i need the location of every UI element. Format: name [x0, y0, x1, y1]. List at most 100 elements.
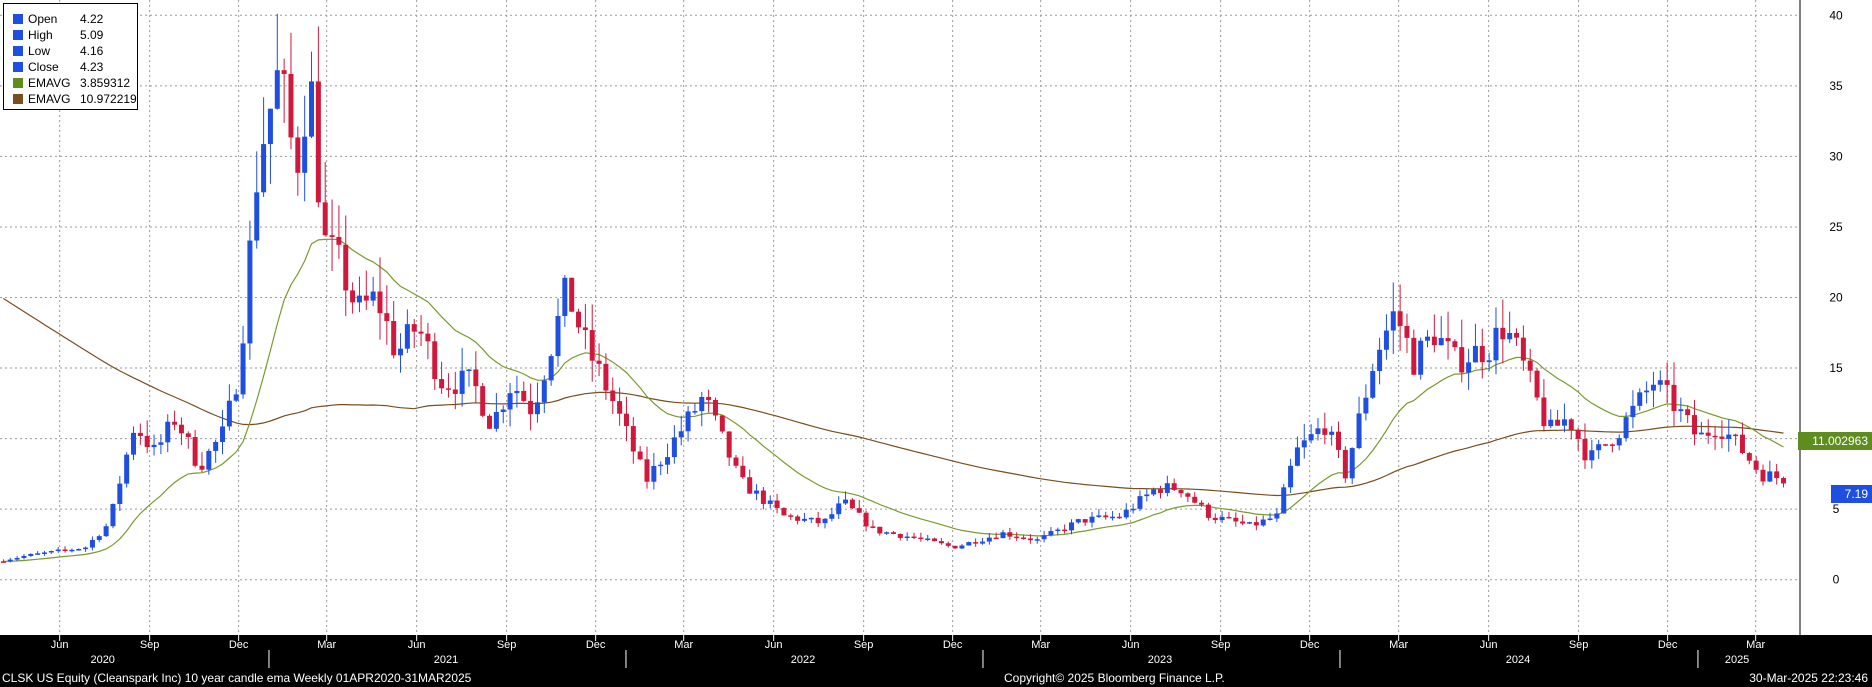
candle-down [1781, 478, 1787, 484]
legend-value: 4.23 [80, 60, 104, 74]
y-tick-label: 15 [1829, 361, 1843, 375]
candle-down [1568, 419, 1574, 430]
candle-up [356, 295, 362, 303]
candle-up [1219, 516, 1225, 521]
y-tick-label: 5 [1833, 502, 1840, 516]
candle-up [884, 532, 890, 534]
candle-down [932, 538, 938, 542]
candle-down [945, 543, 951, 546]
x-month-label: Sep [140, 639, 160, 651]
candle-down [322, 202, 328, 236]
legend-value: 3.859312 [80, 76, 131, 90]
candle-down [445, 388, 451, 390]
candle-down [610, 390, 616, 402]
candle-up [7, 559, 13, 562]
candle-up [1288, 465, 1294, 488]
candle-up [1425, 336, 1431, 341]
candle-down [1575, 429, 1581, 439]
candle-down [795, 516, 801, 521]
candle-up [398, 348, 404, 356]
candlestick-chart: 0510152025303540JunSepDecMarJunSepDecMar… [0, 0, 1872, 668]
candle-up [309, 81, 315, 137]
candle-down [295, 137, 301, 173]
candle-up [1356, 413, 1362, 449]
candle-down [281, 70, 287, 74]
candle-down [760, 490, 766, 504]
candle-down [1514, 332, 1520, 338]
candle-down [487, 415, 493, 429]
candle-up [1301, 440, 1307, 448]
y-tick-label: 20 [1829, 291, 1843, 305]
last-price-tag: 7.19 [1830, 485, 1872, 503]
legend-label: Close [28, 60, 59, 74]
candle-down [918, 537, 924, 540]
candle-up [55, 549, 61, 552]
candle-down [1240, 521, 1246, 524]
candle-down [877, 526, 883, 534]
candle-down [815, 517, 821, 524]
candle-down [1062, 529, 1068, 532]
candle-down [719, 415, 725, 432]
candle-up [1596, 444, 1602, 451]
candle-down [1178, 489, 1184, 494]
candle-up [165, 421, 171, 443]
candle-up [767, 500, 773, 504]
candle-down [425, 333, 431, 342]
candle-up [14, 557, 20, 560]
candle-down [1103, 515, 1109, 518]
candle-up [1377, 349, 1383, 372]
candle-up [131, 432, 137, 455]
x-month-label: Jun [765, 639, 783, 651]
legend-swatch [13, 62, 23, 72]
candle-down [1527, 360, 1533, 371]
candle-down [1027, 538, 1033, 541]
candle-up [1616, 438, 1622, 446]
candle-up [1247, 522, 1252, 524]
candle-down [1760, 469, 1766, 482]
candle-down [1555, 419, 1561, 426]
candle-up [151, 444, 157, 448]
candle-down [1479, 345, 1485, 363]
candle-up [110, 503, 116, 527]
candle-up [1034, 539, 1040, 541]
candle-up [1390, 311, 1396, 331]
candle-down [1404, 325, 1410, 338]
footer-bar: CLSK US Equity (Cleanspark Inc) 10 year … [0, 668, 1872, 687]
candle-down [1233, 517, 1239, 522]
x-month-label: Mar [1031, 639, 1050, 651]
candle-down [747, 477, 753, 494]
x-month-label: Jun [1480, 639, 1498, 651]
candle-up [562, 277, 568, 316]
candle-up [1089, 516, 1095, 523]
candle-up [206, 450, 212, 470]
candle-down [137, 432, 143, 437]
candle-up [1472, 345, 1478, 363]
candle-up [555, 315, 561, 357]
x-year-label: 2022 [791, 654, 815, 666]
candle-down [1753, 460, 1759, 470]
candle-down [384, 313, 390, 322]
candle-up [904, 536, 910, 539]
candle-down [630, 426, 636, 452]
legend-item-open: Open 4.22 [4, 11, 137, 27]
candle-up [1438, 338, 1444, 346]
candle-up [404, 324, 410, 349]
candle-down [733, 457, 739, 466]
candle-up [534, 402, 540, 415]
candle-up [541, 380, 547, 403]
x-month-label: Mar [674, 639, 693, 651]
x-month-label: Dec [1300, 639, 1320, 651]
candle-up [1623, 417, 1629, 439]
x-year-label: 2020 [90, 654, 114, 666]
candle-down [1342, 449, 1348, 479]
candle-down [1253, 522, 1259, 526]
candle-down [1116, 516, 1122, 519]
candle-down [411, 324, 417, 332]
candle-up [274, 70, 280, 109]
legend-swatch [13, 94, 23, 104]
candle-down [315, 81, 321, 203]
candle-up [1055, 529, 1061, 532]
candle-down [973, 542, 979, 544]
legend-item-high: High 5.09 [4, 27, 137, 43]
